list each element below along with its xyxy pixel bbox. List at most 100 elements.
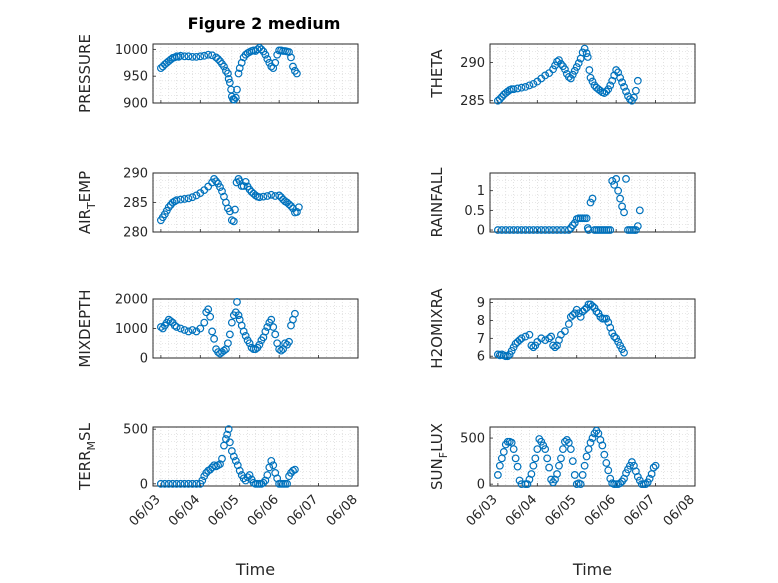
- y-axis-label: MIXDEPTH: [76, 289, 94, 367]
- data-point: [291, 309, 299, 318]
- data-point: [184, 327, 193, 336]
- data-point: [224, 69, 232, 78]
- data-point: [212, 177, 220, 186]
- y-tick-label: 285: [460, 94, 485, 109]
- data-point: [527, 341, 536, 350]
- data-point: [566, 74, 575, 83]
- data-point: [156, 323, 165, 331]
- data-point: [229, 217, 238, 226]
- data-point: [273, 50, 282, 59]
- series-markers: [493, 300, 628, 361]
- data-point: [176, 324, 185, 333]
- data-point: [184, 479, 193, 488]
- data-point: [184, 52, 193, 61]
- data-point: [234, 69, 243, 78]
- data-point: [608, 76, 617, 85]
- data-point: [513, 226, 522, 234]
- data-point: [622, 174, 630, 183]
- panel-rainfall: 0 0.5 1 RAINFALL: [428, 167, 696, 239]
- data-point: [610, 332, 619, 341]
- data-point: [237, 58, 246, 67]
- y-tick-label: 6: [477, 350, 485, 365]
- data-point: [531, 454, 540, 463]
- data-point: [523, 480, 532, 489]
- data-point: [651, 461, 660, 470]
- data-point: [541, 445, 550, 454]
- data-point: [239, 474, 248, 483]
- data-point: [592, 307, 601, 316]
- data-point: [261, 50, 270, 59]
- data-point: [513, 84, 522, 93]
- data-point: [231, 205, 239, 214]
- x-axis-label: Time: [572, 560, 612, 579]
- data-point: [267, 315, 276, 324]
- data-point: [527, 470, 536, 478]
- y-tick-label: 900: [123, 97, 148, 112]
- panel-h2omixra: 6 7 8 9 H2OMIXRA: [428, 288, 696, 369]
- data-point: [570, 471, 579, 479]
- data-point: [188, 479, 197, 488]
- data-point: [622, 87, 630, 96]
- y-tick-label: 7: [477, 332, 485, 347]
- data-point: [545, 463, 554, 472]
- x-tick-label: 06/08: [324, 492, 361, 529]
- data-point: [156, 479, 165, 488]
- data-point: [529, 461, 538, 470]
- data-point: [612, 174, 621, 183]
- x-tick-label: 06/04: [166, 492, 203, 529]
- x-tick-label: 06/04: [503, 492, 540, 529]
- panel-terr-msl: 0 500 06/03 06/04 06/05 06/06 06/07 06/08 TERRMS…: [76, 422, 361, 579]
- y-tick-label: 290: [460, 56, 485, 71]
- data-point: [555, 336, 563, 345]
- data-point: [533, 445, 542, 454]
- data-point: [626, 95, 634, 104]
- data-point: [525, 330, 534, 339]
- data-point: [541, 226, 550, 234]
- data-point: [263, 471, 272, 479]
- data-point: [564, 226, 573, 234]
- y-axis-label: AIRTEMP: [76, 171, 98, 234]
- y-tick-label: 500: [460, 432, 485, 447]
- y-tick-label: 0: [477, 224, 485, 239]
- panel-sun-flux: 0 500 06/03 06/04 06/05 06/06 06/07 06/08 SUNFLU…: [428, 423, 698, 579]
- data-point: [631, 86, 640, 95]
- data-point: [586, 438, 595, 447]
- data-point: [287, 202, 295, 210]
- data-point: [598, 441, 607, 450]
- data-point: [545, 226, 554, 234]
- data-point: [180, 195, 189, 203]
- data-point: [549, 65, 557, 74]
- data-point: [241, 331, 250, 340]
- data-point: [568, 457, 577, 466]
- y-tick-label: 285: [123, 196, 148, 211]
- data-point: [547, 332, 556, 341]
- data-point: [216, 183, 224, 192]
- data-point: [578, 471, 587, 479]
- data-point: [281, 339, 289, 348]
- y-axis-label: RAINFALL: [428, 167, 446, 238]
- data-point: [566, 445, 575, 454]
- series-markers: [156, 298, 299, 358]
- data-point: [493, 471, 502, 479]
- data-point: [247, 343, 256, 352]
- data-point: [568, 70, 577, 79]
- data-point: [267, 190, 276, 199]
- data-point: [606, 474, 615, 483]
- data-point: [564, 73, 573, 81]
- data-point: [570, 219, 579, 227]
- figure-title: Figure 2 medium: [188, 14, 341, 33]
- x-tick-label: 06/07: [284, 492, 321, 529]
- y-tick-label: 280: [123, 226, 148, 241]
- data-point: [612, 66, 621, 74]
- data-point: [275, 191, 284, 200]
- data-point: [570, 66, 579, 75]
- data-point: [164, 479, 173, 488]
- y-tick-label: 0: [140, 477, 148, 492]
- data-point: [580, 44, 589, 53]
- data-point: [537, 334, 546, 343]
- data-point: [509, 226, 518, 234]
- data-point: [628, 458, 636, 466]
- data-point: [604, 85, 613, 94]
- data-point: [192, 52, 201, 61]
- data-point: [218, 454, 226, 463]
